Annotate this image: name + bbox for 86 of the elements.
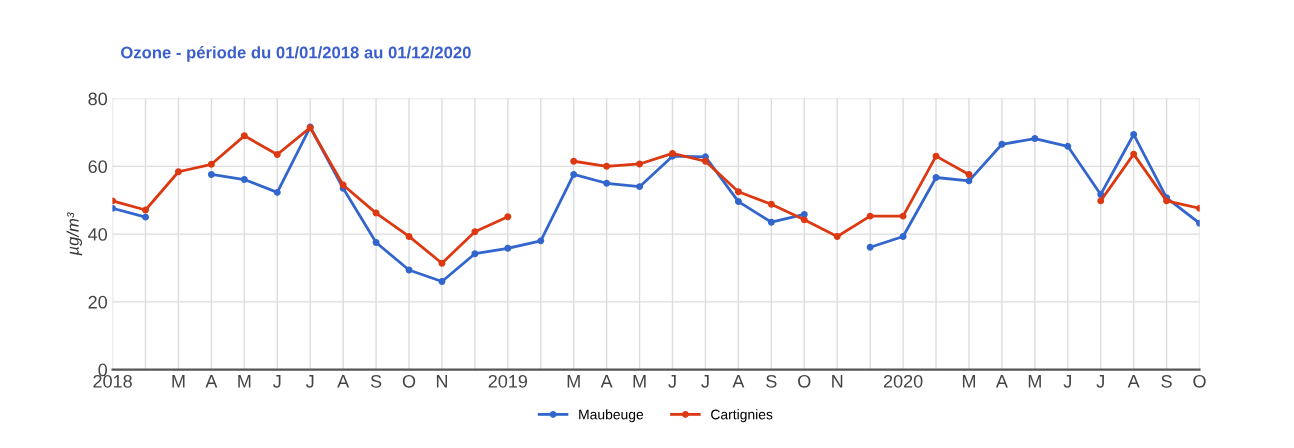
point [603, 179, 611, 187]
point [636, 160, 644, 168]
x-tick-label: J [273, 375, 281, 388]
x-tick-label: 2018 [93, 374, 132, 388]
point [240, 176, 248, 184]
x-tick-label: O [1193, 374, 1206, 388]
point [932, 152, 940, 160]
x-tick-label: J [1096, 375, 1104, 388]
point [471, 250, 479, 258]
point [207, 160, 215, 168]
point [438, 259, 446, 267]
point [899, 212, 907, 220]
point [1130, 150, 1138, 158]
point [833, 232, 841, 240]
y-tick-label: 0 [98, 363, 108, 377]
point [932, 174, 940, 181]
x-tick-label: S [766, 374, 777, 388]
point [866, 212, 874, 220]
x-tick-label: A [1127, 375, 1140, 388]
point [603, 162, 611, 170]
point [965, 170, 973, 178]
point [1097, 197, 1105, 205]
y-tick-label: 60 [88, 160, 108, 174]
point [240, 132, 248, 140]
point [1031, 135, 1039, 143]
point [537, 237, 545, 245]
x-tick-label: 2020 [883, 374, 923, 388]
point [965, 177, 973, 185]
x-tick-label: M [238, 375, 251, 388]
x-tick-label: A [995, 375, 1008, 388]
x-tick-label: J [1063, 375, 1071, 388]
point [570, 157, 578, 165]
point [207, 170, 215, 178]
point [142, 206, 149, 214]
x-tick-label: J [668, 375, 676, 388]
chart-title: Ozone - période du 01/01/2018 au 01/12/2020 [121, 46, 471, 62]
x-tick-label: O [402, 374, 416, 388]
y-tick-label: 40 [88, 228, 108, 241]
point [372, 239, 380, 247]
legend-label: Maubeuge [579, 409, 644, 423]
point [800, 216, 808, 224]
point [734, 188, 742, 196]
point [1064, 142, 1072, 150]
point [405, 232, 413, 240]
point [504, 213, 512, 221]
x-tick-label: 2019 [488, 374, 528, 388]
x-tick-label: A [600, 375, 613, 388]
point [899, 232, 907, 240]
point [372, 209, 380, 217]
y-tick-label: 20 [88, 295, 108, 309]
point [636, 183, 644, 191]
point [438, 278, 446, 285]
x-tick-label: M [633, 375, 646, 388]
point [866, 243, 874, 251]
x-tick-label: M [567, 375, 580, 388]
point [142, 213, 149, 221]
x-tick-label: J [701, 375, 709, 388]
point [273, 188, 281, 196]
point [1130, 130, 1138, 138]
x-tick-label: N [832, 375, 843, 388]
legend-label: Cartignies [711, 409, 773, 423]
x-tick-label: S [370, 374, 382, 388]
x-tick-label: J [305, 375, 314, 388]
point [998, 140, 1006, 148]
x-tick-label: O [798, 374, 811, 388]
point [734, 198, 742, 206]
point [800, 210, 808, 218]
point [570, 170, 578, 178]
y-axis-title: µg/m³ [66, 212, 83, 256]
x-tick-label: A [205, 375, 218, 388]
x-tick-label: M [962, 375, 976, 388]
point [1097, 190, 1105, 198]
x-tick-label: A [732, 375, 745, 388]
x-tick-label: M [172, 375, 185, 388]
x-tick-label: N [436, 375, 448, 388]
x-tick-label: S [1161, 374, 1172, 388]
point [701, 157, 709, 165]
x-tick-label: A [337, 375, 350, 388]
point [471, 228, 479, 236]
point [504, 244, 512, 252]
point [174, 168, 182, 176]
x-tick-label: M [1028, 375, 1041, 388]
point [273, 150, 281, 158]
point [767, 200, 775, 208]
y-tick-label: 80 [88, 92, 108, 106]
point [767, 218, 775, 226]
